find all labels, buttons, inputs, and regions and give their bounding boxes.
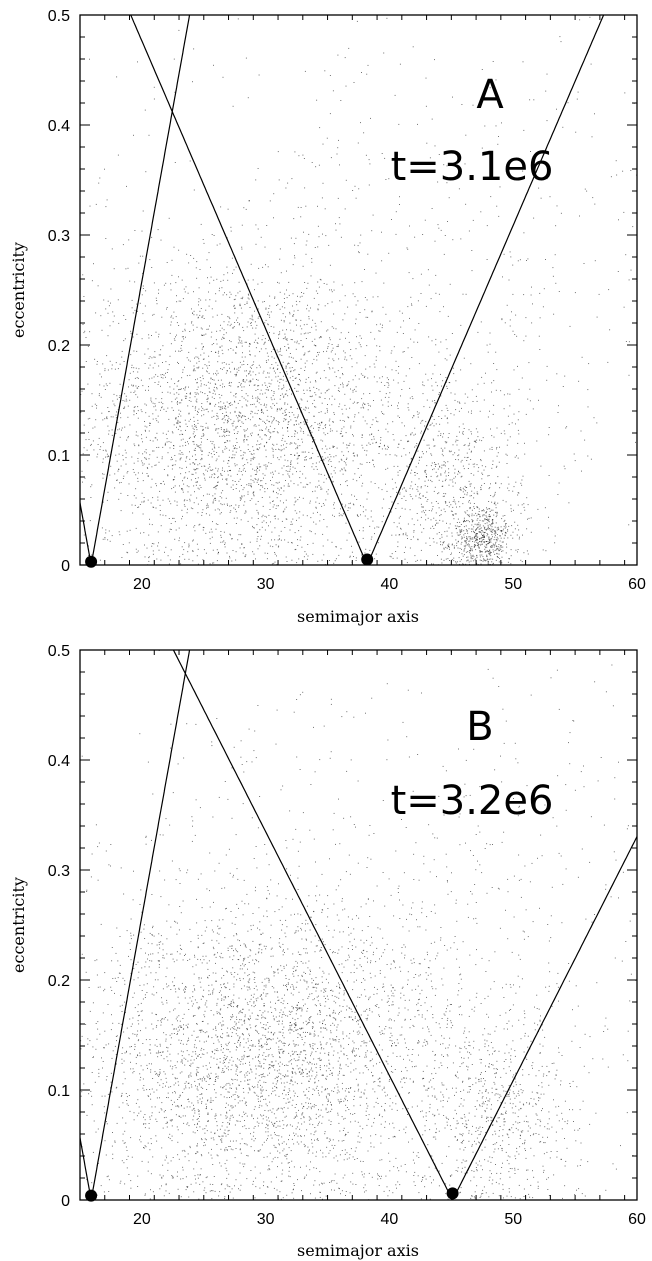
y-tick-label: 0.3 xyxy=(48,863,70,880)
plot-frame-b xyxy=(79,649,638,1201)
ticks-a xyxy=(79,14,637,566)
planet-marker-2 xyxy=(361,553,374,566)
x-axis-title-b: semimajor axis xyxy=(297,1241,419,1260)
panel-b: 20 30 40 50 60 0 0.1 0.2 0.3 0.4 0.5 B t=3.2e6 se… xyxy=(9,643,646,1260)
y-tick-label: 0 xyxy=(61,1193,70,1210)
planet-marker-1 xyxy=(85,555,98,568)
y-axis-title-b: eccentricity xyxy=(9,877,28,973)
planets-b xyxy=(85,1187,459,1202)
y-tick-label: 0 xyxy=(61,558,70,575)
x-tick-label: 60 xyxy=(628,1211,646,1228)
time-label-b: t=3.2e6 xyxy=(391,778,554,824)
stability-curve-2-outer xyxy=(452,835,637,1200)
panel-label-a: A xyxy=(476,72,504,118)
y-tick-label: 0.5 xyxy=(48,643,70,660)
time-label-a: t=3.1e6 xyxy=(391,144,554,190)
x-tick-labels-b: 20 30 40 50 60 xyxy=(133,1211,646,1228)
y-tick-label: 0.5 xyxy=(48,8,70,25)
particle-scatter-b xyxy=(80,650,637,1200)
y-tick-label: 0.1 xyxy=(48,448,70,465)
y-tick-label: 0.2 xyxy=(48,338,70,355)
x-tick-label: 30 xyxy=(257,1211,275,1228)
x-tick-label: 20 xyxy=(133,576,151,593)
planet-marker-1 xyxy=(85,1189,98,1202)
stability-curve-1-outer xyxy=(90,650,191,1200)
x-tick-labels-a: 20 30 40 50 60 xyxy=(133,576,646,593)
y-axis-title-a: eccentricity xyxy=(9,242,28,338)
x-tick-label: 40 xyxy=(381,576,399,593)
panel-a: 20 30 40 50 60 0 0.1 0.2 0.3 0.4 0.5 A t=3.1e6 se… xyxy=(9,8,646,626)
x-tick-label: 30 xyxy=(257,576,275,593)
x-tick-label: 50 xyxy=(504,1211,522,1228)
stability-curve-2-inner xyxy=(130,15,368,565)
stability-curves-b xyxy=(80,650,637,1200)
stability-curve-2-inner xyxy=(172,650,454,1200)
x-axis-title-a: semimajor axis xyxy=(297,607,419,626)
particle-scatter-a xyxy=(80,16,637,565)
plot-frame-a xyxy=(79,14,638,566)
stability-curves-a xyxy=(80,15,605,565)
x-tick-label: 50 xyxy=(504,576,522,593)
y-tick-label: 0.3 xyxy=(48,228,70,245)
x-tick-label: 20 xyxy=(133,1211,151,1228)
ticks-b xyxy=(79,649,637,1201)
y-tick-labels-a: 0 0.1 0.2 0.3 0.4 0.5 xyxy=(48,8,70,575)
stability-curve-1-outer xyxy=(90,15,191,565)
x-tick-label: 60 xyxy=(628,576,646,593)
stability-curve-1-inner xyxy=(80,1134,92,1200)
x-tick-label: 40 xyxy=(381,1211,399,1228)
y-tick-label: 0.1 xyxy=(48,1083,70,1100)
y-tick-label: 0.4 xyxy=(48,118,70,135)
panel-label-b: B xyxy=(466,704,493,750)
y-tick-label: 0.2 xyxy=(48,973,70,990)
y-tick-label: 0.4 xyxy=(48,753,70,770)
stability-curve-2-outer xyxy=(366,15,605,565)
y-tick-labels-b: 0 0.1 0.2 0.3 0.4 0.5 xyxy=(48,643,70,1210)
planet-marker-2 xyxy=(446,1187,459,1200)
